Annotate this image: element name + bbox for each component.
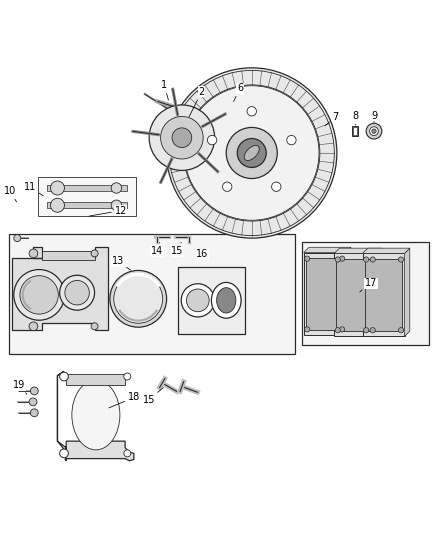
Circle shape bbox=[366, 123, 382, 139]
Text: 17: 17 bbox=[360, 278, 377, 292]
Circle shape bbox=[166, 68, 337, 238]
Circle shape bbox=[65, 280, 89, 305]
Circle shape bbox=[339, 327, 345, 332]
Circle shape bbox=[181, 284, 215, 317]
Circle shape bbox=[111, 183, 122, 193]
Circle shape bbox=[339, 256, 345, 261]
Polygon shape bbox=[376, 248, 381, 336]
Text: 10: 10 bbox=[4, 187, 17, 202]
Ellipse shape bbox=[244, 146, 259, 160]
Circle shape bbox=[50, 198, 64, 212]
Circle shape bbox=[272, 182, 281, 191]
Circle shape bbox=[29, 322, 38, 330]
Text: 7: 7 bbox=[325, 112, 338, 126]
Polygon shape bbox=[346, 247, 351, 335]
Bar bbox=[177, 266, 245, 334]
Text: 9: 9 bbox=[371, 111, 377, 123]
Circle shape bbox=[187, 289, 209, 312]
Circle shape bbox=[172, 128, 192, 148]
Polygon shape bbox=[57, 372, 134, 461]
Bar bbox=[352, 126, 358, 136]
Bar bbox=[46, 202, 127, 208]
Circle shape bbox=[60, 275, 95, 310]
Circle shape bbox=[372, 129, 376, 133]
Circle shape bbox=[111, 200, 122, 211]
Bar bbox=[353, 127, 357, 135]
Circle shape bbox=[247, 107, 256, 116]
Circle shape bbox=[60, 449, 68, 458]
Circle shape bbox=[223, 182, 232, 191]
Text: 13: 13 bbox=[112, 256, 131, 270]
Text: 2: 2 bbox=[189, 87, 205, 117]
Polygon shape bbox=[405, 248, 410, 336]
Ellipse shape bbox=[212, 282, 241, 318]
Circle shape bbox=[335, 257, 340, 262]
Circle shape bbox=[29, 249, 38, 258]
Polygon shape bbox=[365, 259, 403, 331]
Circle shape bbox=[335, 328, 340, 333]
Text: 1: 1 bbox=[161, 80, 169, 100]
Circle shape bbox=[370, 127, 378, 135]
Bar bbox=[66, 374, 125, 385]
Circle shape bbox=[14, 270, 64, 320]
Circle shape bbox=[364, 257, 369, 262]
Circle shape bbox=[226, 127, 277, 179]
Circle shape bbox=[370, 257, 375, 262]
Text: 15: 15 bbox=[171, 243, 184, 256]
Polygon shape bbox=[304, 247, 351, 253]
Circle shape bbox=[149, 105, 215, 171]
Polygon shape bbox=[12, 247, 108, 330]
Text: 16: 16 bbox=[196, 249, 208, 259]
Circle shape bbox=[207, 135, 217, 145]
Text: 6: 6 bbox=[233, 83, 243, 101]
Circle shape bbox=[30, 409, 38, 417]
Polygon shape bbox=[334, 248, 381, 253]
Circle shape bbox=[50, 181, 64, 195]
Circle shape bbox=[30, 387, 38, 395]
Text: 15: 15 bbox=[143, 387, 163, 405]
Circle shape bbox=[60, 372, 68, 381]
Ellipse shape bbox=[72, 380, 120, 450]
Circle shape bbox=[124, 450, 131, 457]
Text: 8: 8 bbox=[352, 111, 358, 125]
Text: 19: 19 bbox=[13, 380, 27, 394]
Circle shape bbox=[29, 398, 37, 406]
Bar bbox=[10, 234, 295, 354]
Ellipse shape bbox=[217, 288, 236, 313]
Circle shape bbox=[124, 373, 131, 380]
Circle shape bbox=[91, 250, 98, 257]
Polygon shape bbox=[334, 253, 376, 336]
Circle shape bbox=[161, 116, 203, 159]
Circle shape bbox=[399, 328, 404, 333]
Text: 18: 18 bbox=[109, 392, 140, 408]
Circle shape bbox=[91, 323, 98, 330]
Circle shape bbox=[14, 235, 21, 241]
Circle shape bbox=[110, 270, 166, 327]
Bar bbox=[302, 243, 428, 345]
Circle shape bbox=[304, 256, 310, 261]
Polygon shape bbox=[363, 248, 410, 253]
Polygon shape bbox=[306, 258, 343, 330]
Circle shape bbox=[20, 276, 58, 314]
Text: 11: 11 bbox=[24, 182, 43, 196]
Polygon shape bbox=[363, 253, 405, 336]
Circle shape bbox=[114, 274, 162, 323]
Polygon shape bbox=[336, 259, 374, 331]
Bar bbox=[46, 185, 127, 191]
Circle shape bbox=[399, 257, 404, 262]
Text: 14: 14 bbox=[151, 243, 163, 256]
Polygon shape bbox=[304, 253, 346, 335]
Circle shape bbox=[237, 139, 266, 167]
Circle shape bbox=[364, 328, 369, 333]
Bar bbox=[42, 251, 95, 260]
Circle shape bbox=[304, 327, 310, 332]
Circle shape bbox=[184, 86, 319, 220]
Bar bbox=[38, 177, 136, 216]
Text: 12: 12 bbox=[89, 206, 127, 216]
Circle shape bbox=[370, 328, 375, 333]
Circle shape bbox=[287, 135, 296, 145]
